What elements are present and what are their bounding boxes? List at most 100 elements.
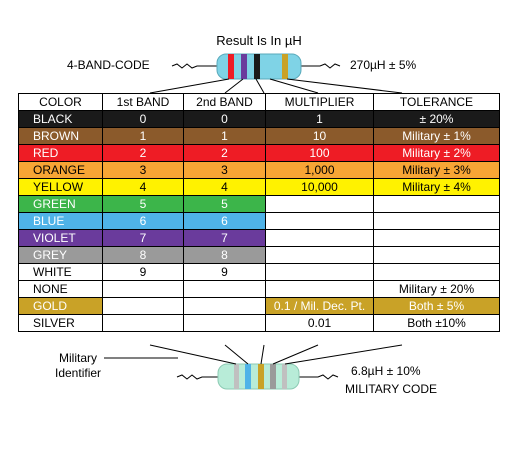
pointer-color: [149, 78, 230, 94]
multiplier-value: [265, 195, 374, 213]
pointer-tolerance: [286, 78, 403, 94]
color-name: WHITE: [18, 263, 103, 281]
color-name: GREY: [18, 246, 103, 264]
first-band-value: 9: [102, 263, 184, 281]
first-band-value: [102, 314, 184, 332]
top-left-lead: [171, 63, 219, 69]
color-name: YELLOW: [18, 178, 103, 196]
multiplier-value: 1: [265, 110, 374, 128]
bottom-band-blue: [245, 364, 251, 389]
first-band-value: 2: [102, 144, 184, 162]
tolerance-value: Military ± 4%: [373, 178, 500, 196]
color-name: GREEN: [18, 195, 103, 213]
tolerance-value: Both ± 5%: [373, 297, 500, 315]
header-second-band: 2nd BAND: [183, 93, 266, 111]
tolerance-value: [373, 263, 500, 281]
tolerance-value: [373, 195, 500, 213]
table-row-gold: GOLD 0.1 / Mil. Dec. Pt. Both ± 5%: [18, 297, 500, 315]
second-band-value: 3: [183, 161, 266, 179]
table-row-yellow: YELLOW 4 4 10,000 Military ± 4%: [18, 178, 500, 196]
bottom-pointer-2: [224, 344, 249, 365]
table-row-green: GREEN 5 5: [18, 195, 500, 213]
tolerance-value: Military ± 2%: [373, 144, 500, 162]
color-name: ORANGE: [18, 161, 103, 179]
table-row-none: NONE Military ± 20%: [18, 280, 500, 298]
top-band-gold: [282, 54, 288, 79]
second-band-value: [183, 297, 266, 315]
bottom-pointer-4: [272, 344, 319, 365]
multiplier-value: 100: [265, 144, 374, 162]
bottom-right-lead: [297, 374, 339, 380]
top-result-value: 270µH ± 5%: [350, 58, 417, 72]
header-first-band: 1st BAND: [102, 93, 184, 111]
first-band-value: 8: [102, 246, 184, 264]
header-tolerance: TOLERANCE: [373, 93, 500, 111]
multiplier-value: 10,000: [265, 178, 374, 196]
first-band-value: 7: [102, 229, 184, 247]
first-band-value: [102, 297, 184, 315]
color-name: BLUE: [18, 212, 103, 230]
pointer-multiplier: [269, 78, 319, 94]
second-band-value: 0: [183, 110, 266, 128]
second-band-value: 6: [183, 212, 266, 230]
color-name: BROWN: [18, 127, 103, 145]
first-band-value: [102, 280, 184, 298]
tolerance-value: Military ± 1%: [373, 127, 500, 145]
tolerance-value: [373, 229, 500, 247]
table-header-row: COLOR 1st BAND 2nd BAND MULTIPLIER TOLER…: [18, 93, 500, 111]
four-band-resistor-icon: [149, 53, 403, 94]
color-code-table: COLOR 1st BAND 2nd BAND MULTIPLIER TOLER…: [18, 93, 500, 332]
four-band-code-label: 4-BAND-CODE: [67, 58, 150, 72]
color-name: BLACK: [18, 110, 103, 128]
multiplier-value: 0.1 / Mil. Dec. Pt.: [265, 297, 374, 315]
multiplier-value: 0.01: [265, 314, 374, 332]
pointer-band2: [255, 78, 265, 94]
table-row-white: WHITE 9 9: [18, 263, 500, 281]
tolerance-value: Both ±10%: [373, 314, 500, 332]
table-body: BLACK 0 0 1 ± 20% BROWN 1 1 10 Military ± 1% RED 2 2…: [18, 110, 500, 332]
top-band-black: [254, 54, 260, 79]
first-band-value: 1: [102, 127, 184, 145]
tolerance-value: ± 20%: [373, 110, 500, 128]
bottom-pointer-5: [284, 344, 403, 365]
second-band-value: [183, 314, 266, 332]
bottom-pointer-3: [260, 344, 265, 365]
table-row-orange: ORANGE 3 3 1,000 Military ± 3%: [18, 161, 500, 179]
second-band-value: 5: [183, 195, 266, 213]
table-row-violet: VIOLET 7 7: [18, 229, 500, 247]
second-band-value: 1: [183, 127, 266, 145]
second-band-value: [183, 280, 266, 298]
top-band-violet: [241, 54, 247, 79]
table-row-blue: BLUE 6 6: [18, 212, 500, 230]
table-row-brown: BROWN 1 1 10 Military ± 1%: [18, 127, 500, 145]
multiplier-value: [265, 280, 374, 298]
bottom-pointer-1: [149, 344, 237, 365]
military-identifier-label-2: Identifier: [55, 366, 102, 380]
header-color: COLOR: [18, 93, 103, 111]
diagram-title: Result Is In µH: [216, 33, 302, 48]
multiplier-value: [265, 246, 374, 264]
bottom-band-grey: [270, 364, 276, 389]
table-row-silver: SILVER 0.01 Both ±10%: [18, 314, 500, 332]
first-band-value: 0: [102, 110, 184, 128]
top-right-lead: [298, 63, 341, 69]
tolerance-value: [373, 212, 500, 230]
multiplier-value: [265, 212, 374, 230]
second-band-value: 7: [183, 229, 266, 247]
tolerance-value: [373, 246, 500, 264]
bottom-left-lead: [176, 374, 220, 380]
military-identifier-label-1: Military: [59, 351, 97, 365]
top-band-red: [228, 54, 234, 79]
tolerance-value: Military ± 3%: [373, 161, 500, 179]
tolerance-value: Military ± 20%: [373, 280, 500, 298]
table-row-grey: GREY 8 8: [18, 246, 500, 264]
second-band-value: 9: [183, 263, 266, 281]
color-name: GOLD: [18, 297, 103, 315]
color-name: SILVER: [18, 314, 103, 332]
multiplier-value: 1,000: [265, 161, 374, 179]
first-band-value: 5: [102, 195, 184, 213]
bottom-band-silver: [234, 364, 239, 389]
color-name: RED: [18, 144, 103, 162]
second-band-value: 8: [183, 246, 266, 264]
military-result-value: 6.8µH ± 10%: [351, 364, 421, 378]
